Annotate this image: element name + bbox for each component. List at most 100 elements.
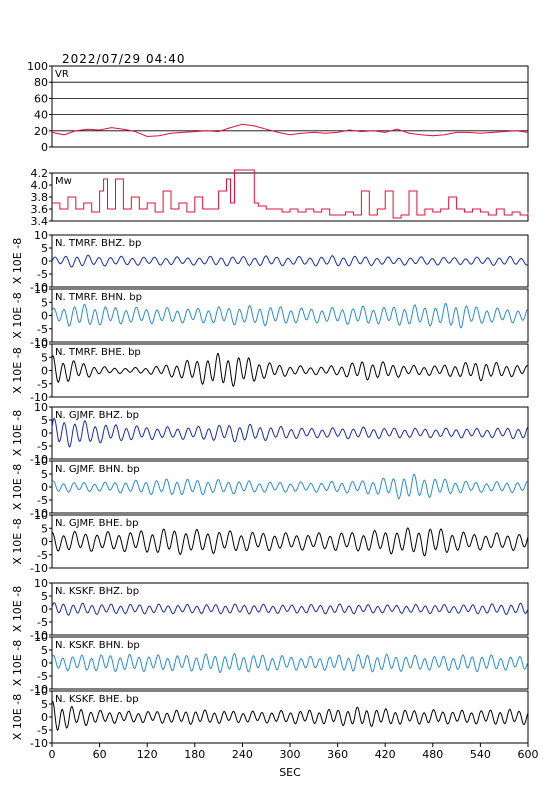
y-tick-label: -10: [30, 336, 48, 349]
y-unit-label: X 10E -8: [11, 464, 24, 510]
x-tick-label: 360: [327, 748, 348, 761]
y-tick-label: 10: [34, 685, 48, 698]
panel-label: N. KSKF. BHZ. bp: [55, 586, 139, 597]
y-tick-label: 10: [34, 577, 48, 590]
y-tick-label: 0: [41, 657, 48, 670]
panel-0: 100 80 60 40 20 0 VR: [27, 60, 529, 154]
y-unit-label: X 10E -8: [11, 410, 24, 456]
y-tick-label: -10: [30, 562, 48, 575]
panel-label: N. GJMF. BHE. bp: [55, 518, 138, 529]
panel-label: N. KSKF. BHE. bp: [55, 694, 139, 705]
y-unit-label: X 10E -8: [11, 238, 24, 284]
y-tick-label: 5: [41, 351, 48, 364]
panel-frame: [51, 65, 529, 148]
y-tick-label: 0: [41, 255, 48, 268]
panel-label: VR: [55, 69, 69, 80]
y-tick-label: 5: [41, 242, 48, 255]
y-tick-label: 10: [34, 338, 48, 351]
y-tick-label: 10: [34, 631, 48, 644]
x-tick-label: 300: [280, 748, 301, 761]
y-tick-label: 0: [41, 711, 48, 724]
panel-label: N. TMRF. BHZ. bp: [55, 238, 141, 249]
y-tick-label: 5: [41, 296, 48, 309]
series-line: [51, 653, 529, 673]
x-axis-label: SEC: [279, 766, 301, 779]
series-line: [51, 700, 529, 731]
y-tick-label: 80: [34, 76, 48, 89]
y-tick-label: 0: [41, 481, 48, 494]
y-tick-label: -10: [30, 629, 48, 642]
series-line: [51, 602, 529, 616]
panel-label: N. TMRF. BHE. bp: [55, 347, 141, 358]
y-tick-label: 10: [34, 509, 48, 522]
series-line: [51, 352, 529, 387]
y-tick-label: 0: [41, 603, 48, 616]
y-tick-label: 5: [41, 698, 48, 711]
y-tick-label: 0: [41, 141, 48, 154]
x-tick-label: 180: [184, 748, 205, 761]
panel-1: 4.24.03.83.63.4 Mw: [31, 167, 529, 228]
x-tick-label: 540: [470, 748, 491, 761]
y-tick-label: -5: [37, 724, 48, 737]
x-tick-label: 60: [93, 748, 107, 761]
panel-label: Mw: [55, 176, 72, 187]
series-line: [51, 254, 529, 268]
y-tick-label: 3.8: [31, 191, 49, 204]
y-tick-label: -10: [30, 281, 48, 294]
y-unit-label: X 10E -8: [11, 292, 24, 338]
y-unit-label: X 10E -8: [11, 694, 24, 740]
x-axis: 0 60 120 180 240 300 360 420 480 540 600: [49, 743, 539, 761]
timestamp-label: 2022/07/29 04:40: [62, 52, 186, 66]
y-tick-label: 4.2: [31, 167, 49, 180]
y-tick-label: 0: [41, 427, 48, 440]
y-tick-label: -5: [37, 616, 48, 629]
y-tick-label: -10: [30, 683, 48, 696]
x-tick-label: 480: [422, 748, 443, 761]
y-tick-label: -5: [37, 440, 48, 453]
y-tick-label: -10: [30, 737, 48, 750]
x-tick-label: 420: [375, 748, 396, 761]
y-tick-label: -5: [37, 549, 48, 562]
y-tick-label: 0: [41, 365, 48, 378]
y-tick-label: 5: [41, 644, 48, 657]
series-line: [51, 123, 529, 138]
y-tick-label: 5: [41, 414, 48, 427]
panel-label: N. GJMF. BHZ. bp: [55, 410, 139, 421]
y-tick-label: 60: [34, 92, 48, 105]
series-line: [51, 527, 529, 557]
y-unit-label: X 10E -8: [11, 347, 24, 393]
panel-label: N. TMRF. BHN. bp: [55, 292, 142, 303]
x-tick-label: 600: [518, 748, 539, 761]
y-tick-label: -5: [37, 378, 48, 391]
y-tick-label: 3.6: [31, 203, 49, 216]
y-tick-label: 4.0: [31, 179, 49, 192]
y-tick-label: 5: [41, 522, 48, 535]
x-tick-label: 0: [49, 748, 56, 761]
panels-group: 100806040200VR4.24.03.83.63.4Mw1050-5-10…: [11, 60, 529, 750]
y-tick-label: 5: [41, 468, 48, 481]
y-tick-label: 0: [41, 536, 48, 549]
y-tick-label: 100: [27, 60, 48, 73]
series-line: [51, 417, 529, 448]
series-line: [52, 169, 529, 219]
panel-label: N. GJMF. BHN. bp: [55, 464, 140, 475]
x-tick-label: 240: [232, 748, 253, 761]
y-tick-label: -10: [30, 507, 48, 520]
series-line: [51, 303, 529, 329]
y-tick-label: 40: [34, 109, 48, 122]
y-unit-label: X 10E -8: [11, 586, 24, 632]
y-tick-label: -10: [30, 391, 48, 404]
y-tick-label: 10: [34, 283, 48, 296]
y-tick-label: -10: [30, 453, 48, 466]
y-tick-label: 10: [34, 229, 48, 242]
y-tick-label: -5: [37, 494, 48, 507]
